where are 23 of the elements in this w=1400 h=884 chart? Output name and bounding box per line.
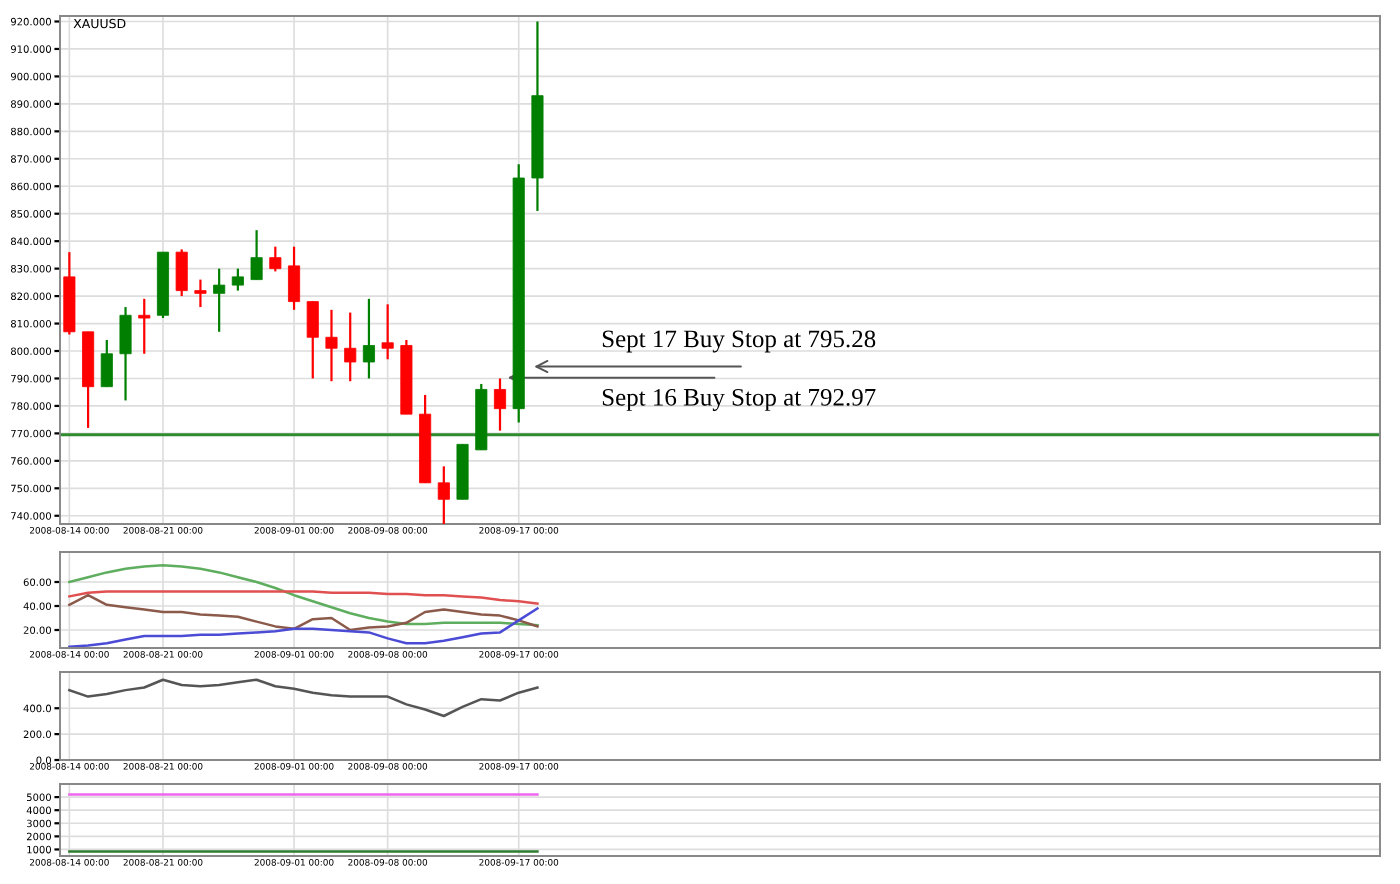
candlestick (288, 245, 301, 311)
text: Sept 17 Buy Stop at 795.28 (602, 330, 876, 353)
candlestick (194, 278, 207, 309)
line-series (68, 593, 539, 632)
candlestick (362, 297, 375, 380)
candlestick (250, 229, 263, 281)
candlestick (138, 297, 151, 355)
candlestick (100, 338, 113, 388)
candlestick (325, 308, 338, 383)
candlestick (306, 300, 319, 380)
candlestick (493, 377, 507, 432)
candlestick (269, 245, 282, 273)
candlestick (231, 267, 244, 292)
candlestick (175, 248, 188, 298)
candlestick (437, 465, 450, 524)
line-series (68, 563, 539, 627)
candlestick (381, 303, 394, 361)
candlestick (119, 305, 132, 402)
line-series (68, 607, 539, 648)
candlestick (213, 267, 226, 333)
line-series (68, 678, 539, 718)
candlestick (344, 311, 357, 383)
text: Sept 16 Buy Stop at 792.97 (602, 388, 876, 411)
